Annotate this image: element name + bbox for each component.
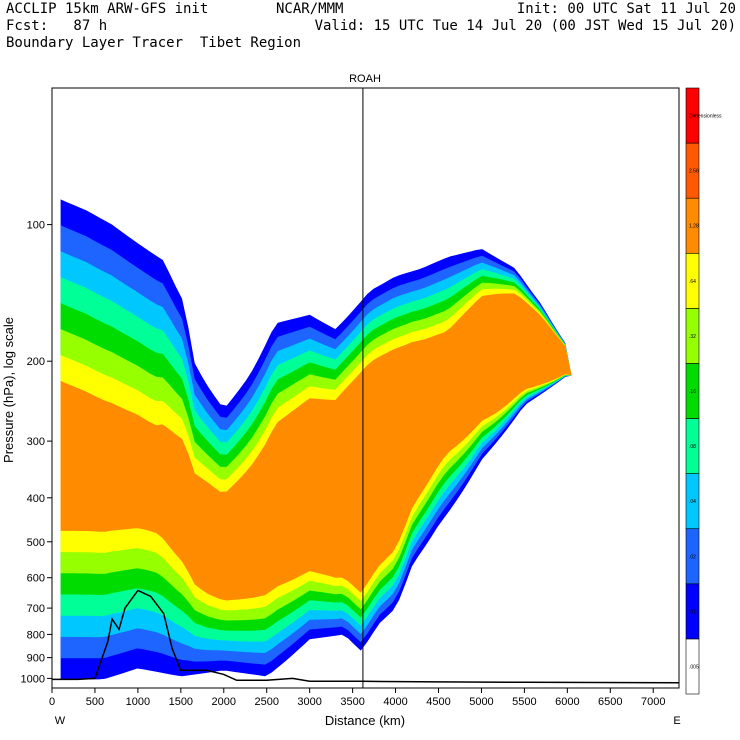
x-tick-label: 1000 <box>126 696 150 708</box>
y-tick-label: 500 <box>27 537 45 549</box>
y-tick-label: 800 <box>27 629 45 641</box>
x-tick-label: 6000 <box>555 696 579 708</box>
east-label: E <box>673 715 680 727</box>
colorbar-label: .32 <box>689 334 696 340</box>
west-label: W <box>55 715 66 727</box>
colorbar-label: Dimensionless <box>689 114 722 120</box>
x-tick-label: 7000 <box>641 696 665 708</box>
colorbar-label: 1.28 <box>689 224 699 230</box>
init-time: Init: 00 UTC Sat 11 Jul 20 <box>516 1 736 17</box>
colorbar-label: .16 <box>689 389 696 395</box>
y-tick-label: 600 <box>27 573 45 585</box>
x-axis-label: Distance (km) <box>325 713 405 728</box>
chart-title: ROAH <box>349 73 381 85</box>
x-tick-label: 3000 <box>297 696 321 708</box>
x-tick-label: 4500 <box>426 696 450 708</box>
forecast-hour: Fcst: 87 h <box>6 18 108 34</box>
y-tick-label: 100 <box>27 220 45 232</box>
x-tick-label: 4000 <box>383 696 407 708</box>
y-axis: 100 200 300 400 500 600 700 800 900 1000 <box>21 220 52 685</box>
terrain-line <box>52 589 680 684</box>
x-tick-label: 2000 <box>212 696 236 708</box>
y-tick-label: 1000 <box>21 673 45 685</box>
valid-time: Valid: 15 UTC Tue 14 Jul 20 (00 JST Wed … <box>314 18 736 34</box>
tracer-band-8 <box>60 293 572 601</box>
colorbar-label: .04 <box>689 499 696 505</box>
colorbar-label: .02 <box>689 554 696 560</box>
x-tick-label: 5500 <box>512 696 536 708</box>
x-tick-label: 2500 <box>254 696 278 708</box>
colorbar-label: .005 <box>689 664 699 670</box>
x-tick-label: 6500 <box>598 696 622 708</box>
y-tick-label: 400 <box>27 493 45 505</box>
x-tick-label: 3500 <box>340 696 364 708</box>
y-tick-label: 300 <box>27 436 45 448</box>
colorbar-label: .01 <box>689 609 696 615</box>
org-label: NCAR/MMM <box>276 1 344 17</box>
colorbar-label: .08 <box>689 444 696 450</box>
colorbar-label: 2.56 <box>689 169 699 175</box>
tracer-field <box>60 199 572 680</box>
y-tick-label: 700 <box>27 603 45 615</box>
model-title: ACCLIP 15km ARW-GFS init <box>6 1 209 17</box>
y-axis-label: Pressure (hPa), log scale <box>1 317 16 463</box>
colorbar-swatch <box>685 87 700 144</box>
y-tick-label: 200 <box>27 356 45 368</box>
x-tick-label: 1500 <box>169 696 193 708</box>
colorbar-label: .64 <box>689 279 696 285</box>
x-axis: 0 500 1000 1500 2000 2500 3000 3500 4000 4500 5000… <box>49 688 665 708</box>
y-tick-label: 900 <box>27 653 45 665</box>
x-tick-label: 0 <box>49 696 55 708</box>
product-title: Boundary Layer Tracer Tibet Region <box>6 35 302 51</box>
plot-frame <box>51 87 680 689</box>
colorbar: .005 .01 .02 .04 .08 .16 .32 .64 1.28 2.56 Dimensi… <box>685 87 722 695</box>
x-tick-label: 5000 <box>469 696 493 708</box>
x-tick-label: 500 <box>86 696 104 708</box>
